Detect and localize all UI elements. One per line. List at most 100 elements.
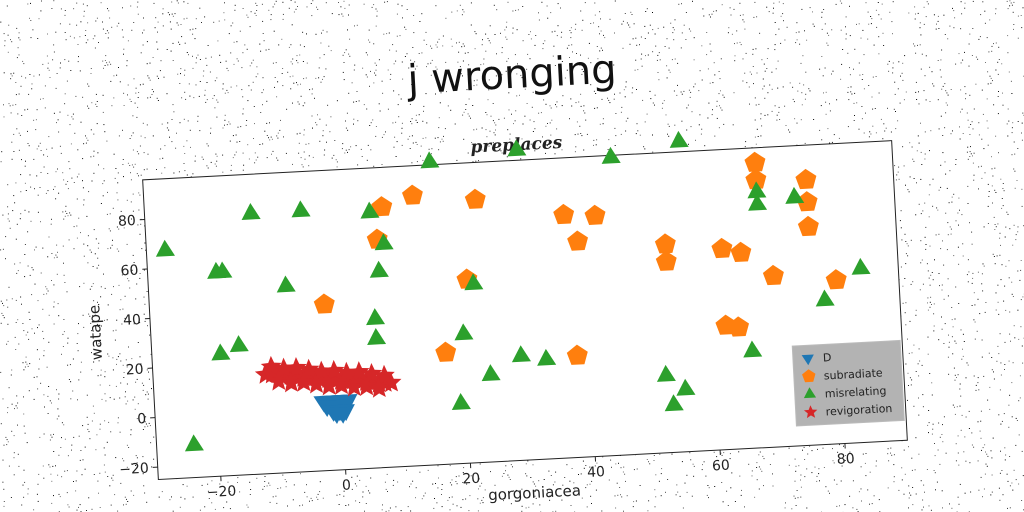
data-point [292,371,314,392]
data-point [361,362,383,384]
data-point [332,406,352,424]
y-tick-label: 60 [120,262,139,279]
data-point [367,327,387,345]
data-point [747,181,767,199]
legend-label: misrelating [824,384,886,400]
data-point [241,202,261,220]
data-point [743,340,763,358]
data-point [655,250,677,271]
data-point [184,434,204,452]
data-point [748,193,768,211]
data-point [336,361,358,382]
series-misrelating [155,130,871,452]
series-revigoration [254,355,402,398]
data-point [366,308,386,326]
x-tick-label: 80 [836,451,855,468]
data-point [355,375,377,396]
data-point [654,233,676,254]
data-point [420,151,440,169]
data-point [566,344,588,365]
data-point [664,394,684,412]
y-axis-ticks: −20 0 20 40 60 80 [118,213,158,479]
series-subradiate [313,151,847,365]
plot-frame [142,140,908,480]
data-point [291,200,311,218]
data-point [343,376,365,397]
x-axis-label: gorgoniacea [488,481,582,504]
x-tick-label: 20 [462,471,481,488]
legend-marker [801,354,814,366]
data-point [211,343,231,361]
data-point [348,361,370,382]
legend-marker [803,387,817,399]
data-point [851,257,871,275]
data-point [374,233,394,251]
data-point [797,215,819,237]
x-tick-label: 40 [587,464,606,481]
data-point [311,360,332,381]
plot-group: preplaces gorgoniacea watape −2002040608… [85,130,908,504]
data-point [669,130,689,148]
x-tick-label: 60 [712,458,731,475]
data-point [280,372,302,393]
data-point [155,239,175,257]
data-points [155,130,871,452]
data-point [380,371,402,393]
legend-label: D [823,351,832,364]
data-point [451,393,471,411]
data-point [464,273,484,291]
data-point [481,364,501,382]
data-point [676,378,696,396]
data-point [305,373,327,394]
data-point [584,204,606,225]
data-point [298,358,320,379]
legend-label: subradiate [824,366,884,382]
data-point [730,241,752,262]
x-tick-label: −20 [206,483,236,501]
data-point [454,323,474,341]
legend-label: revigoration [825,402,892,418]
data-point [318,375,340,396]
data-point [273,357,295,378]
data-point [815,289,835,307]
data-point [656,364,676,382]
data-point [601,146,621,164]
data-point [745,168,767,190]
data-point [360,201,380,219]
x-axis-ticks: −20 0 20 40 60 80 [206,443,855,501]
data-point [537,348,557,366]
data-point [762,264,784,286]
data-point [567,230,588,251]
x-tick-label: 0 [342,477,352,493]
data-point [267,370,289,391]
data-point [313,293,335,314]
data-point [330,374,352,395]
data-point [369,260,389,278]
data-point [323,359,345,381]
data-point [285,357,307,378]
data-point [511,345,531,363]
y-tick-label: −20 [119,461,149,479]
data-point [728,316,750,337]
data-point [276,275,296,293]
data-point [553,203,575,225]
data-point [507,139,527,157]
series-D [313,394,358,425]
data-point [368,377,390,398]
y-axis-label: watape [85,304,106,360]
data-point [229,335,249,353]
data-point [401,184,423,205]
y-tick-label: 20 [125,362,144,379]
y-tick-label: 80 [118,213,137,230]
data-point [711,237,733,259]
data-point [744,151,766,172]
y-tick-label: 0 [137,411,147,427]
data-point [825,269,847,290]
data-point [260,355,282,377]
data-point [213,261,233,279]
data-point [371,196,393,217]
legend-marker [803,405,818,419]
